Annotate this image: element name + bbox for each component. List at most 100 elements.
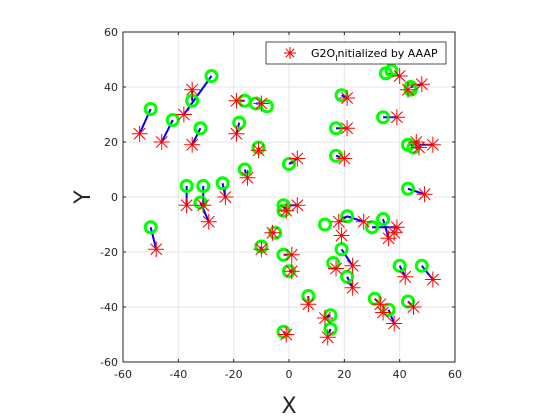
initialized-point (283, 246, 300, 263)
initialized-point (339, 90, 356, 106)
optimized-point (376, 110, 391, 125)
asterisk-stroke (219, 190, 232, 204)
link-line (407, 187, 425, 196)
asterisk-stroke (418, 188, 431, 201)
asterisk-stroke (341, 122, 354, 135)
asterisk-stroke (302, 298, 315, 311)
asterisk-stroke (230, 127, 243, 140)
asterisk-stroke (374, 298, 387, 311)
asterisk-stroke (150, 243, 163, 256)
initialized-point (386, 315, 403, 332)
optimized-point (384, 63, 399, 78)
initialized-point (278, 326, 295, 343)
initialized-point (424, 136, 441, 153)
asterisk-stroke (291, 199, 304, 212)
initialized-point (217, 189, 234, 205)
initialized-point (336, 150, 353, 167)
initialized-point (200, 213, 217, 230)
initialized-point (416, 186, 433, 203)
asterisk-stroke (346, 281, 359, 294)
initialized-point (316, 310, 333, 326)
asterisk-stroke (180, 199, 193, 212)
initialized-point (388, 109, 405, 126)
x-tick-label: 0 (286, 368, 293, 381)
asterisk-stroke (413, 141, 426, 154)
initialized-point (391, 68, 408, 84)
initialized-point (328, 260, 345, 277)
link-line (191, 127, 202, 146)
initialized-point (300, 296, 317, 313)
y-axis-title: Y (71, 190, 96, 205)
asterisk-stroke (186, 83, 199, 96)
initialized-point (289, 197, 306, 214)
asterisk-stroke (401, 83, 414, 96)
optimized-point (365, 220, 379, 235)
x-tick-label: 60 (448, 368, 462, 381)
initialized-point (319, 329, 336, 346)
y-tick-label: 60 (104, 26, 118, 39)
asterisk-stroke (285, 248, 298, 261)
initialized-point (283, 263, 300, 280)
asterisk-stroke (186, 138, 199, 151)
asterisk-stroke (202, 215, 215, 228)
asterisk-stroke (390, 111, 403, 124)
link-line (160, 119, 174, 143)
initialized-point (289, 150, 306, 167)
optimized-point (143, 220, 158, 235)
asterisk-stroke (285, 48, 295, 58)
legend: G2OInitialized by AAAP (265, 41, 447, 65)
link-line (382, 218, 390, 239)
optimized-point (196, 179, 211, 193)
legend-asterisk (284, 47, 296, 59)
asterisk-stroke (338, 152, 351, 165)
initialized-point (397, 268, 414, 285)
asterisk-stroke (285, 265, 298, 278)
optimized-point (143, 102, 158, 116)
asterisk-stroke (415, 78, 428, 91)
asterisk-stroke (197, 199, 210, 212)
asterisk-stroke (410, 135, 423, 149)
optimized-point (376, 212, 391, 226)
link-line (340, 248, 354, 267)
y-tick-label: -20 (100, 246, 118, 259)
asterisk-stroke (291, 152, 304, 165)
asterisk-stroke (388, 317, 401, 330)
asterisk-stroke (399, 270, 412, 283)
optimized-point (215, 176, 230, 191)
asterisk-stroke (318, 311, 331, 325)
legend-label: G2OInitialized by AAAP (311, 47, 438, 63)
asterisk-stroke (241, 171, 254, 184)
initialized-point (184, 81, 201, 98)
initialized-point (408, 134, 425, 150)
initialized-point (399, 81, 416, 98)
asterisk-stroke (230, 94, 243, 107)
optimized-point (204, 69, 219, 83)
x-tick-label: -20 (225, 368, 243, 381)
initialized-point (195, 197, 212, 214)
initialized-point (388, 219, 405, 236)
initialized-point (344, 279, 361, 296)
x-tick-label: -40 (169, 368, 187, 381)
optimized-point (340, 209, 355, 224)
asterisk-stroke (332, 215, 345, 228)
asterisk-stroke (330, 262, 343, 275)
asterisk-stroke (255, 243, 268, 256)
optimized-point (317, 217, 332, 232)
legend-box (265, 41, 447, 65)
initialized-point (153, 134, 170, 150)
asterisk-stroke (341, 91, 354, 105)
asterisk-stroke (321, 331, 334, 344)
x-tick-label: 40 (393, 368, 407, 381)
initialized-point (253, 95, 270, 112)
asterisk-stroke (388, 226, 401, 239)
initialized-point (250, 142, 267, 159)
asterisk-stroke (177, 108, 190, 121)
legend-asterisk-icon (284, 47, 296, 59)
initialized-point (228, 92, 245, 109)
initialized-point (178, 197, 195, 214)
asterisk-stroke (393, 69, 406, 83)
initialized-point (131, 125, 148, 142)
asterisk-stroke (155, 135, 168, 149)
initialized-point (355, 213, 372, 230)
